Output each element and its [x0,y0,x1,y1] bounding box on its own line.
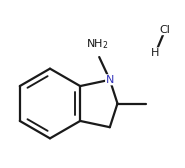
Text: NH$_2$: NH$_2$ [86,37,109,51]
Text: Cl: Cl [160,25,171,35]
Text: N: N [106,75,114,85]
Text: H: H [151,48,160,58]
